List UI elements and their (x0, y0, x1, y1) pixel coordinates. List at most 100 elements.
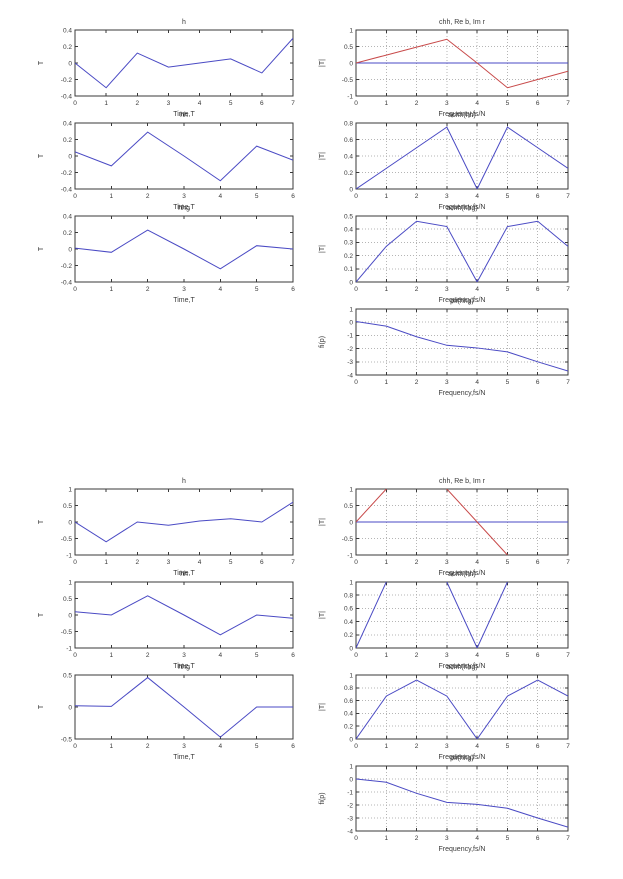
y-tick-label: 1 (349, 672, 353, 679)
series-hhg (75, 229, 293, 270)
chart-title: achh(hh) (448, 112, 476, 119)
chart-f2-h: 0 1 2 3 4 5 6 7 -1 -0.5 0 0.5 1 h Time,T T (38, 478, 295, 577)
y-tick-label: -0.4 (61, 186, 73, 193)
x-tick-label: 1 (384, 652, 388, 659)
x-tick-label: 1 (384, 559, 388, 566)
y-axis-label: T (38, 519, 45, 524)
y-tick-label: 0.6 (344, 137, 353, 144)
y-axis-label: fi(p) (319, 336, 326, 348)
chart-title: achh(hh) (448, 571, 476, 578)
y-tick-label: 0.4 (63, 213, 72, 220)
y-tick-label: 0.2 (63, 137, 72, 144)
y-axis-label: |T| (319, 611, 326, 619)
x-tick-label: 1 (104, 100, 108, 107)
chart-title: achh(hhg) (446, 664, 478, 671)
x-tick-label: 6 (536, 100, 540, 107)
chart-title: hhg (178, 664, 190, 671)
series-Im (356, 489, 568, 555)
y-tick-label: 0.8 (344, 685, 353, 692)
series-h (75, 37, 293, 89)
x-tick-label: 6 (291, 743, 295, 750)
x-tick-label: 3 (445, 100, 449, 107)
x-tick-label: 3 (182, 652, 186, 659)
chart-title: hhg (178, 205, 190, 212)
chart-title: h (182, 19, 186, 26)
x-tick-label: 5 (506, 835, 510, 842)
x-tick-label: 4 (475, 652, 479, 659)
y-tick-label: -1 (347, 93, 353, 100)
y-tick-label: 0 (349, 320, 353, 327)
y-tick-label: 0.2 (344, 724, 353, 731)
y-axis-label: |T| (319, 59, 326, 67)
y-tick-label: -0.5 (342, 536, 354, 543)
x-tick-label: 1 (384, 286, 388, 293)
y-tick-label: 0.5 (63, 672, 72, 679)
x-tick-label: 3 (445, 835, 449, 842)
x-tick-label: 3 (445, 743, 449, 750)
x-tick-label: 3 (182, 743, 186, 750)
x-tick-label: 3 (182, 286, 186, 293)
y-axis-label: |T| (319, 518, 326, 526)
x-tick-label: 5 (506, 100, 510, 107)
y-tick-label: 0.4 (63, 120, 72, 127)
y-tick-label: 0 (68, 153, 72, 160)
x-tick-label: 4 (475, 835, 479, 842)
chart-title: chh, Re b, Im r (439, 19, 486, 26)
x-tick-label: 0 (354, 743, 358, 750)
series-h (75, 501, 293, 543)
y-tick-label: 0 (68, 246, 72, 253)
y-tick-label: -2 (347, 802, 353, 809)
x-tick-label: 5 (255, 652, 259, 659)
axes-box (355, 765, 569, 832)
x-tick-label: 2 (415, 652, 419, 659)
x-tick-label: 4 (475, 193, 479, 200)
x-tick-label: 6 (291, 193, 295, 200)
axes-box (355, 674, 569, 740)
x-tick-label: 5 (506, 379, 510, 386)
y-tick-label: -0.5 (342, 77, 354, 84)
chart-title: pfi(hhg) (450, 755, 474, 762)
y-tick-label: 0 (349, 776, 353, 783)
y-tick-label: -0.5 (61, 736, 73, 743)
y-tick-label: -0.4 (61, 279, 73, 286)
x-tick-label: 4 (198, 559, 202, 566)
x-tick-label: 2 (146, 286, 150, 293)
x-tick-label: 5 (229, 559, 233, 566)
x-axis-label: Frequency,fs/N (439, 204, 486, 211)
x-tick-label: 6 (536, 286, 540, 293)
x-axis-label: Time,T (173, 297, 195, 304)
x-axis-label: Frequency,fs/N (439, 111, 486, 118)
y-axis-label: |T| (319, 152, 326, 160)
chart-title: hh (180, 112, 188, 119)
chart-f2-achh-hh: 0 1 2 3 4 5 6 700.20.40.60.81achh(hh)Frequency,… (319, 571, 570, 670)
x-tick-label: 1 (110, 193, 114, 200)
y-axis-label: T (38, 612, 45, 617)
x-tick-label: 5 (506, 652, 510, 659)
x-axis-label: Time,T (173, 204, 195, 211)
x-axis-label: Frequency,fs/N (439, 846, 486, 853)
x-tick-label: 0 (354, 286, 358, 293)
chart-f1-pfi: 0 1 2 3 4 5 6 7-4-3-2-101pfi(hhg)Frequency,fs/N… (319, 298, 570, 397)
x-tick-label: 7 (566, 286, 570, 293)
x-tick-label: 2 (415, 379, 419, 386)
series-Im (356, 38, 568, 89)
chart-f1-h: 0 1 2 3 4 5 6 7 -0.4 -0.2 0 0.2 0.4 h Time,T T (38, 19, 295, 118)
y-tick-label: 1 (349, 306, 353, 313)
y-tick-label: 0.5 (344, 213, 353, 220)
x-tick-label: 1 (384, 743, 388, 750)
y-tick-label: 1 (349, 763, 353, 770)
series-hhg (75, 676, 293, 738)
y-tick-label: 0.2 (344, 632, 353, 639)
x-tick-label: 5 (506, 743, 510, 750)
y-tick-label: 0.5 (344, 503, 353, 510)
series-pfi(hhg) (356, 778, 568, 828)
x-tick-label: 1 (110, 743, 114, 750)
x-tick-label: 5 (229, 100, 233, 107)
x-tick-label: 4 (219, 286, 223, 293)
y-tick-label: 0.2 (63, 44, 72, 51)
x-tick-label: 2 (415, 743, 419, 750)
y-tick-label: 0 (68, 60, 72, 67)
